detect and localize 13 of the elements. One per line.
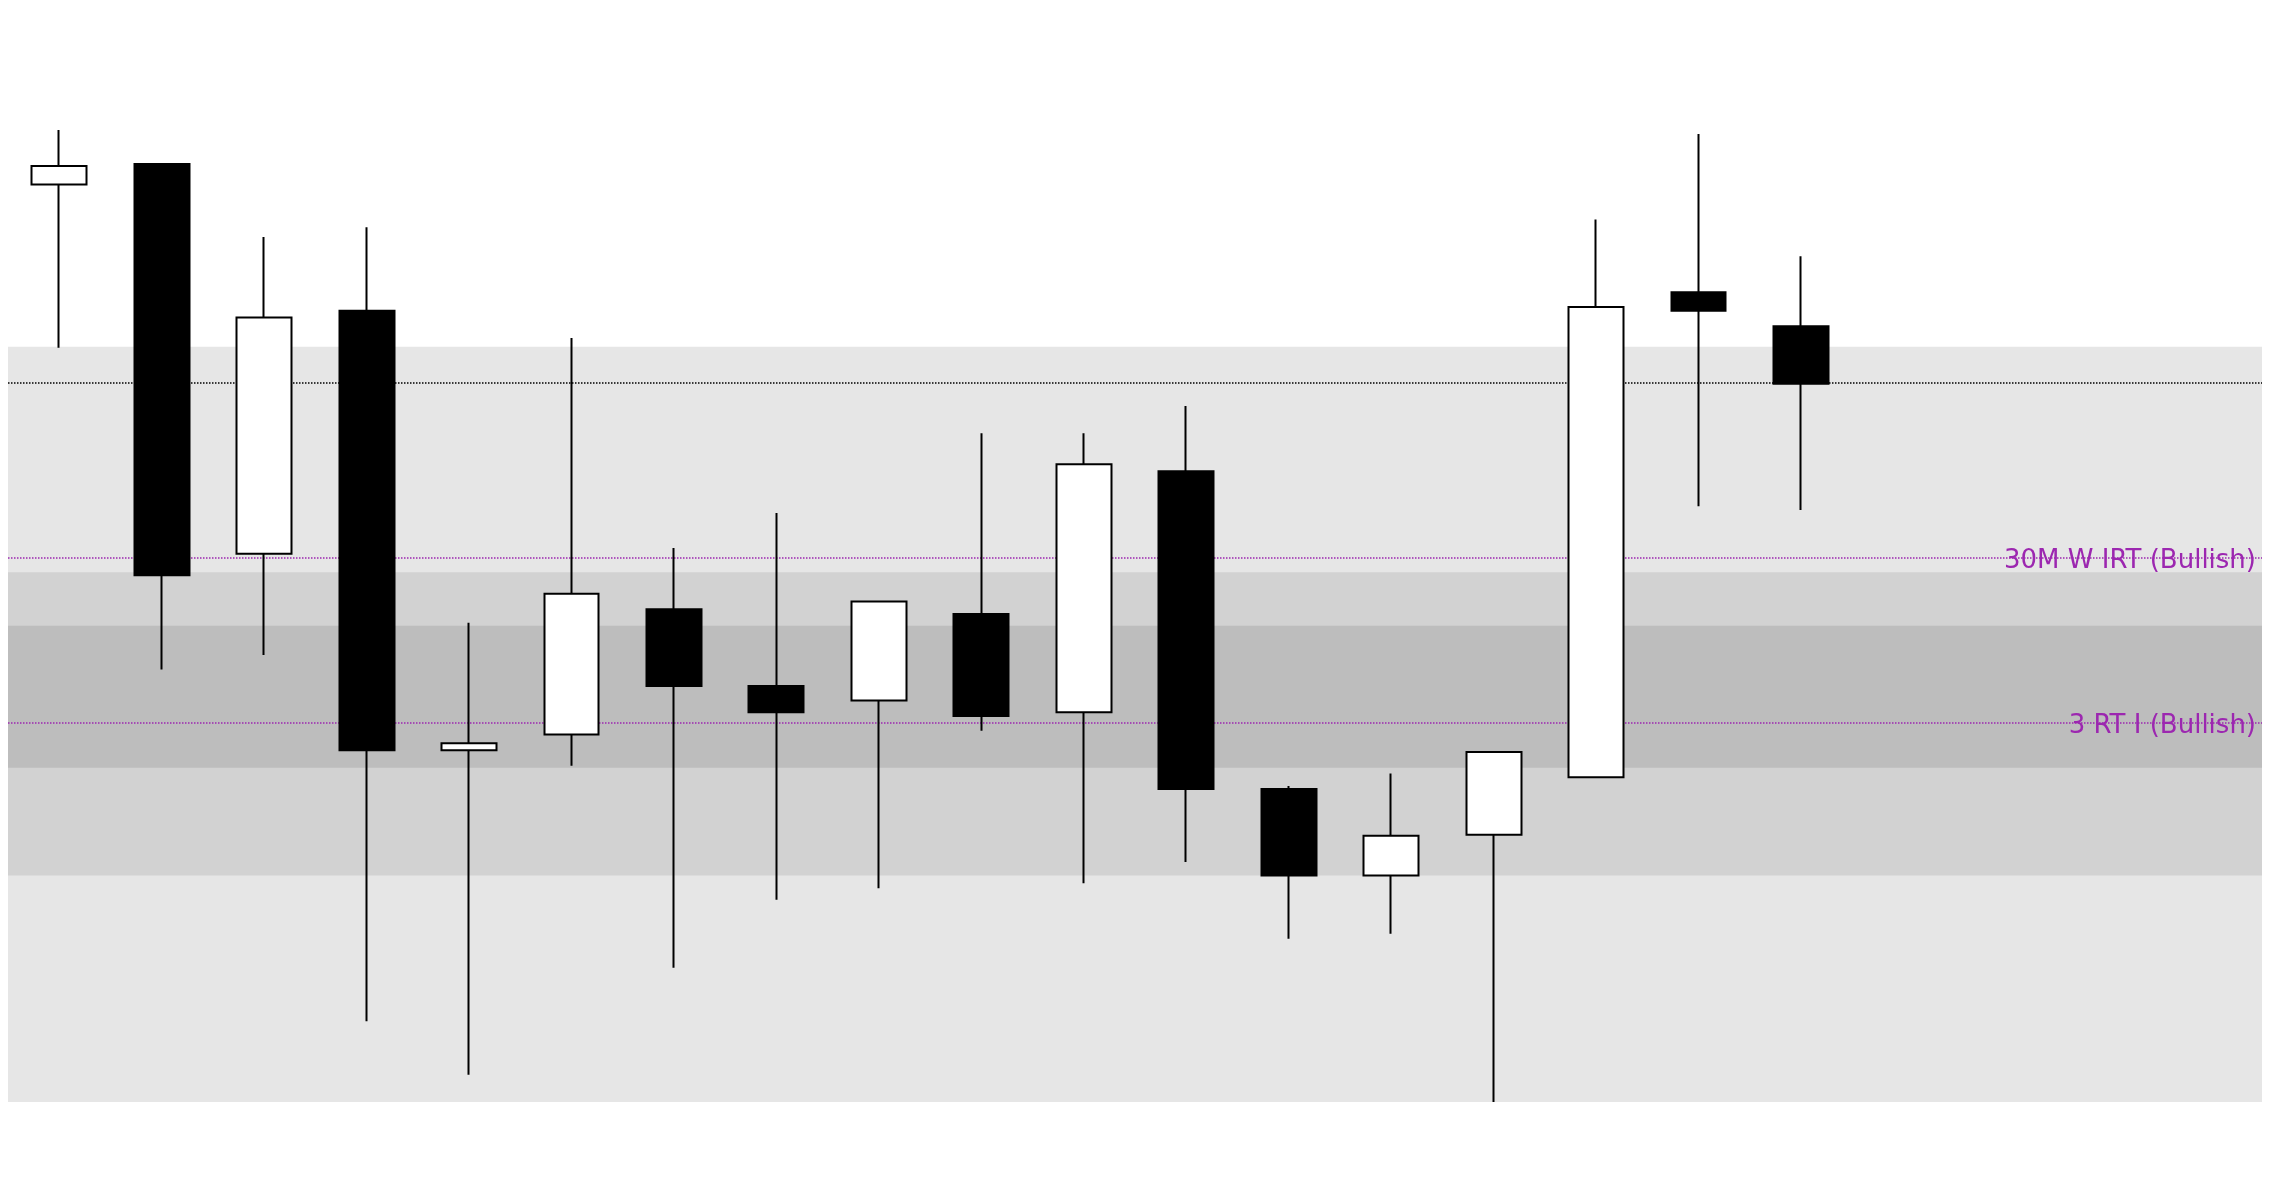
ref-line-label: 30M W IRT (Bullish) xyxy=(2003,543,2256,574)
candlestick xyxy=(952,432,1010,732)
candlestick xyxy=(850,600,908,890)
candlestick xyxy=(1362,772,1420,935)
candlestick xyxy=(30,129,88,349)
candlestick xyxy=(440,621,498,1076)
candlestick xyxy=(1157,405,1215,863)
candlestick xyxy=(645,546,703,969)
candlestick xyxy=(747,511,805,901)
ref-line-label: 3 RT I (Bullish) xyxy=(2068,708,2256,739)
candlestick xyxy=(1260,785,1318,940)
candlestick xyxy=(1465,751,1523,1103)
candlestick xyxy=(1055,432,1113,885)
